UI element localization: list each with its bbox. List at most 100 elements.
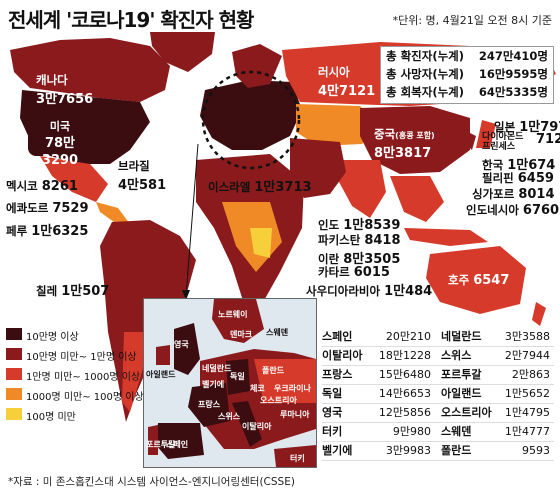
greenland-shape: [150, 32, 215, 72]
legend-swatch: [6, 328, 22, 340]
inset-label-czech: 체코: [250, 384, 265, 393]
ecuador-label: 에콰도르 7529: [6, 200, 89, 216]
central-america-shape: [96, 202, 130, 224]
india-name: 인도: [318, 218, 340, 232]
peru-name: 페루: [6, 224, 28, 238]
table-row: 스페인 20만210 네덜란드 3만3588: [322, 328, 554, 347]
total-recovered-row: 총 회복자(누계) 64만5335명: [381, 83, 553, 101]
europe-inset-map: 노르웨이 덴마크 스웨덴 영국 아일랜드 네덜란드 독일 폴란드 벨기에 프랑스…: [143, 298, 317, 468]
iran-label: 이란 8만3505: [318, 248, 400, 267]
legend-item: 10만명 이상: [6, 328, 146, 343]
table-row: 영국 12만5856 오스트리아 1만4795: [322, 404, 554, 423]
mexico-name: 멕시코: [6, 179, 38, 193]
korea-shape: [466, 132, 476, 150]
japan-label: 일본 1만797: [494, 116, 560, 135]
inset-label-uk: 영국: [174, 340, 189, 349]
unit-note: *단위: 명, 4월21일 오전 8시 기준: [392, 14, 552, 27]
inset-portugal-shape: [148, 425, 158, 455]
table-country: 이탈리아: [322, 349, 363, 362]
table-country: 네덜란드: [441, 330, 482, 343]
inset-label-spain: 스페인: [166, 440, 189, 449]
total-label: 총 회복자(누계): [386, 85, 464, 99]
inset-label-italy: 이탈리아: [242, 422, 272, 431]
inset-label-switzerland: 스위스: [218, 412, 241, 421]
legend-item: 10만명 미만~ 1만명 이상: [6, 348, 146, 363]
japan-value: 1만797: [519, 120, 560, 135]
pakistan-value: 8418: [364, 233, 401, 248]
australia-shape: [426, 246, 526, 314]
australia-value: 6547: [473, 273, 510, 288]
china-label: 중국(홍콩 포함) 8만3817: [374, 126, 435, 161]
table-row: 이탈리아 18만1228 스위스 2만7944: [322, 347, 554, 366]
legend-label: 1만명 미만~ 1000명 이상: [26, 372, 141, 383]
diamond-value-label: 712: [536, 132, 560, 147]
scandinavia-shape: [232, 44, 282, 88]
qatar-value: 6015: [353, 265, 390, 280]
inset-ireland-shape: [156, 345, 170, 365]
peru-value: 1만6325: [31, 224, 89, 239]
indonesia-shape: [404, 228, 488, 246]
singapore-name: 싱가포르: [472, 187, 515, 201]
inset-label-ukraine: 우크라이나: [274, 384, 311, 393]
japan-shape: [476, 120, 496, 148]
table-country: 터키: [322, 425, 343, 438]
legend-label: 10만명 이상: [26, 332, 79, 343]
china-note: (홍콩 포함): [395, 131, 435, 140]
europe-table: 스페인 20만210 네덜란드 3만3588 이탈리아 18만1228 스위스 2만7944…: [322, 328, 554, 461]
ecuador-value: 7529: [52, 201, 89, 216]
table-value: 2만863: [511, 368, 550, 381]
africa-yellow-shape: [250, 228, 272, 258]
table-country: 포르투갈: [441, 368, 482, 381]
table-country: 스페인: [322, 330, 353, 343]
legend-swatch: [6, 388, 22, 400]
table-value: 1만4795: [504, 406, 550, 419]
inset-label-norway: 노르웨이: [218, 310, 248, 319]
total-deaths-row: 총 사망자(누계) 16만9595명: [381, 65, 553, 83]
table-value: 20만210: [385, 330, 431, 343]
chile-name: 칠레: [36, 284, 58, 298]
new-zealand-shape: [532, 302, 546, 326]
saudi-value: 1만484: [384, 284, 433, 299]
canada-label: 캐나다 3만7656: [36, 72, 93, 107]
russia-value: 4만7121: [318, 84, 376, 99]
brazil-value: 4만581: [118, 178, 167, 193]
inset-label-turkey: 터키: [290, 454, 305, 463]
pakistan-name: 파키스탄: [318, 233, 361, 247]
total-value: 16만9595명: [478, 67, 548, 81]
korea-label: 한국 1만674: [482, 154, 555, 173]
canada-shape: [10, 38, 170, 102]
table-row: 터키 9만980 스웨덴 1만4777: [322, 423, 554, 442]
peru-label: 페루 1만6325: [6, 220, 88, 239]
page-title: 전세계 '코로나19' 확진자 현황: [8, 8, 254, 32]
table-country: 독일: [322, 387, 343, 400]
inset-connector-arrow: [182, 290, 190, 300]
inset-uk-shape: [174, 323, 200, 375]
diamond-value: 712: [536, 132, 560, 147]
inset-label-germany: 독일: [230, 372, 245, 381]
table-value: 1만4777: [504, 425, 550, 438]
total-confirmed-row: 총 확진자(누계) 247만410명: [381, 47, 553, 65]
diamond-name: 다이아몬드 프린세스: [482, 132, 524, 152]
inset-label-netherlands: 네덜란드: [202, 364, 232, 373]
qatar-label: 카타르 6015: [318, 264, 390, 280]
legend-label: 100명 미만: [26, 412, 76, 423]
inset-east-shape: [254, 359, 316, 403]
inset-label-poland: 폴란드: [262, 366, 285, 375]
table-country: 아일랜드: [441, 387, 482, 400]
brazil-label: 브라질 4만581: [118, 158, 166, 193]
australia-label: 호주 6547: [448, 272, 509, 288]
table-row: 프랑스 15만6480 포르투갈 2만863: [322, 366, 554, 385]
table-value: 9만980: [392, 425, 431, 438]
russia-name: 러시아: [318, 65, 350, 79]
inset-connector-line: [185, 143, 199, 297]
philippines-value: 6459: [517, 171, 554, 186]
table-country: 영국: [322, 406, 343, 419]
inset-label-sweden: 스웨덴: [266, 328, 289, 337]
indonesia-label: 인도네시아 6760: [466, 202, 559, 218]
pakistan-label: 파키스탄 8418: [318, 232, 401, 248]
australia-name: 호주: [448, 273, 470, 287]
singapore-value: 8014: [518, 187, 555, 202]
iran-name: 이란: [318, 252, 340, 266]
chile-value: 1만507: [61, 284, 110, 299]
legend-item: 100명 미만: [6, 408, 146, 423]
